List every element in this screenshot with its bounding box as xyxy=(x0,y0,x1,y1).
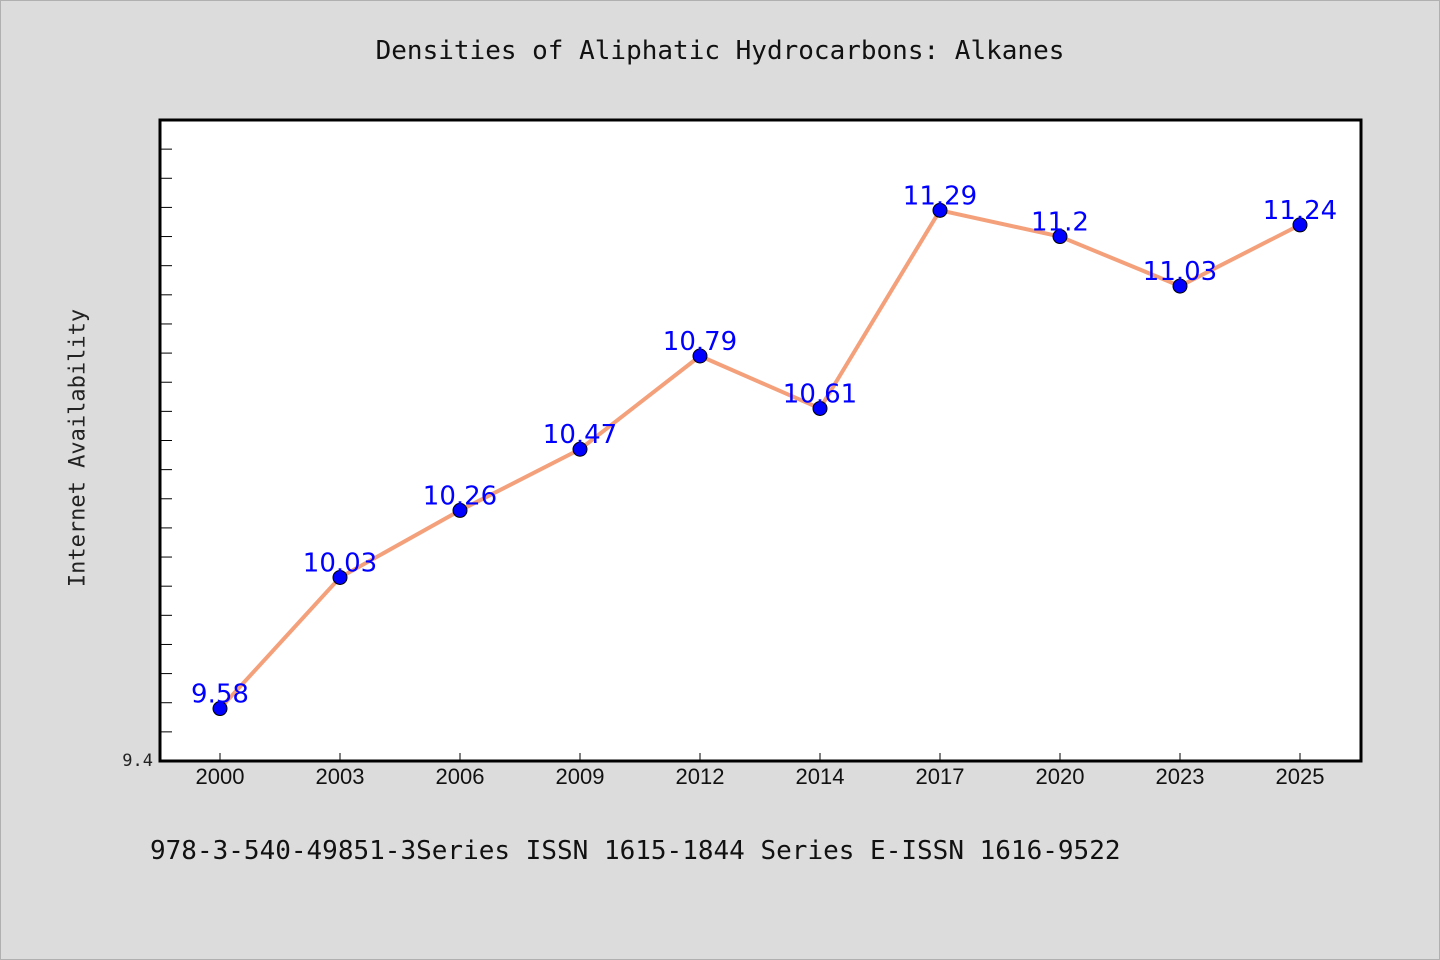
data-label: 10.03 xyxy=(303,548,377,578)
x-tick-label: 2003 xyxy=(316,764,365,789)
x-tick-label: 2025 xyxy=(1276,764,1325,789)
data-point xyxy=(932,202,948,218)
data-label: 11.03 xyxy=(1143,257,1217,287)
data-label: 10.47 xyxy=(543,420,617,450)
data-point xyxy=(212,701,228,717)
data-point xyxy=(1292,217,1308,233)
chart-title: Densities of Aliphatic Hydrocarbons: Alk… xyxy=(375,36,1065,66)
data-label: 9.58 xyxy=(191,680,249,710)
x-tick-label: 2014 xyxy=(796,764,845,789)
x-tick-label: 2012 xyxy=(676,764,725,789)
y-axis-ticks xyxy=(160,148,172,733)
series-line xyxy=(218,208,1301,710)
x-tick-label: 2006 xyxy=(436,764,485,789)
x-tick-label: 2000 xyxy=(196,764,245,789)
footer-note: 978-3-540-49851-3Series ISSN 1615-1844 S… xyxy=(150,836,1121,866)
y-min-tick-label: 9.4 xyxy=(122,751,153,771)
data-label: 11.2 xyxy=(1031,208,1089,238)
series-markers xyxy=(212,202,1308,717)
data-label: 11.24 xyxy=(1263,196,1337,226)
data-label: 10.61 xyxy=(783,379,857,409)
data-point xyxy=(1052,229,1068,245)
data-point xyxy=(812,400,828,416)
data-point xyxy=(1172,278,1188,294)
data-label: 10.79 xyxy=(663,327,737,357)
x-tick-label: 2023 xyxy=(1156,764,1205,789)
data-point xyxy=(332,569,348,585)
x-tick-label: 2009 xyxy=(556,764,605,789)
data-label: 10.26 xyxy=(423,481,497,511)
data-point xyxy=(452,502,468,518)
x-tick-label: 2017 xyxy=(916,764,965,789)
data-point xyxy=(572,441,588,457)
data-labels: 9.58 10.03 10.26 10.47 10.79 10.61 11.29 11.2 11… xyxy=(191,181,1337,709)
data-label: 11.29 xyxy=(903,181,977,211)
plot-area xyxy=(158,118,1363,763)
x-tick-label: 2020 xyxy=(1036,764,1085,789)
x-axis-ticks: 2000 2003 2006 2009 2012 2014 2017 2020 2023 2025 xyxy=(196,753,1325,789)
data-point xyxy=(692,348,708,364)
